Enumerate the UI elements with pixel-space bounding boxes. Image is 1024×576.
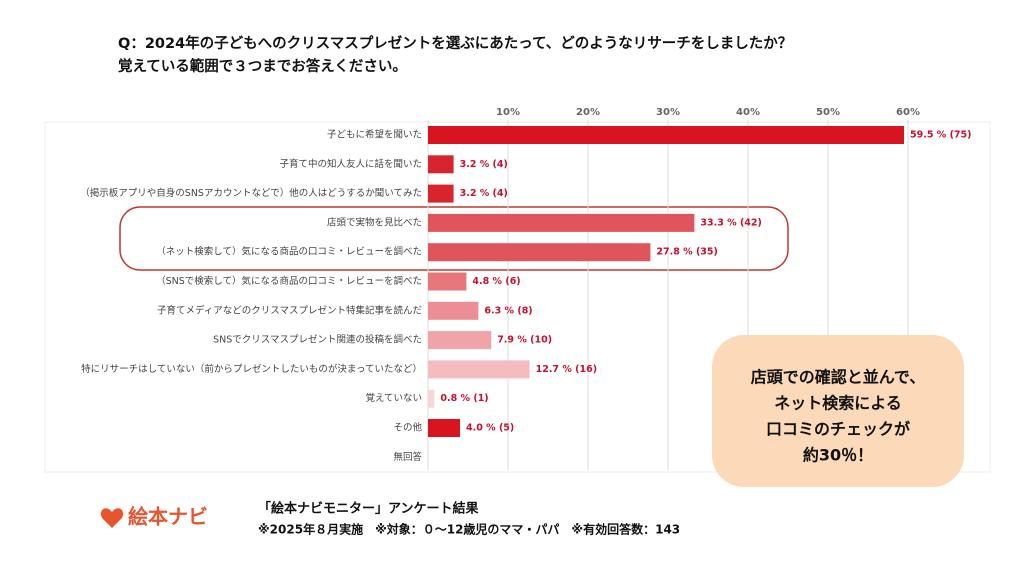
footer-line: ※2025年８月実施 ※対象：０～12歳児のママ・パパ ※有効回答数：143 xyxy=(258,522,680,537)
value-label: 4.0 % (5) xyxy=(466,423,514,434)
category-label: （掲示板アプリや自身のSNSアカウントなどで）他の人はどうするか聞いてみた xyxy=(80,187,422,199)
bar xyxy=(428,419,460,437)
bar xyxy=(428,272,467,291)
x-tick-label: 50% xyxy=(816,107,840,118)
bar xyxy=(428,301,479,320)
x-tick-label: 10% xyxy=(496,107,520,118)
callout-line: ネット検索による xyxy=(774,394,902,413)
value-label: 33.3 % (42) xyxy=(700,217,761,228)
category-label: 子どもに希望を聞いた xyxy=(327,129,422,141)
category-label: 特にリサーチはしていない（前からプレゼントしたいものが決まっていたなど） xyxy=(81,363,422,375)
x-tick-label: 20% xyxy=(576,107,600,118)
callout-line: 店頭での確認と並んで、 xyxy=(751,368,926,387)
value-label: 4.8 % (6) xyxy=(472,276,520,287)
bar xyxy=(428,126,904,144)
highlight-outline xyxy=(119,206,789,271)
title-line: 覚えている範囲で３つまでお答えください。 xyxy=(118,57,407,75)
bar xyxy=(428,243,651,262)
category-label: 子育てメディアなどのクリスマスプレゼント特集記事を読んだ xyxy=(157,304,423,316)
value-label: 6.3 % (8) xyxy=(484,305,532,316)
title-line: Q：2024年の子どもへのクリスマスプレゼントを選ぶにあたって、どのようなリサー… xyxy=(118,34,792,52)
value-label: 0.8 % (1) xyxy=(440,393,488,404)
plot-frame xyxy=(44,121,991,473)
footer-line: 「絵本ナビモニター」アンケート結果 xyxy=(258,501,478,517)
category-label: 覚えていない xyxy=(365,392,422,404)
logo-icon xyxy=(100,508,124,528)
callout-line: 口コミのチェックが xyxy=(766,420,910,439)
value-label: 7.9 % (10) xyxy=(497,335,552,346)
x-tick-label: 30% xyxy=(656,107,680,118)
category-label: 子育て中の知人友人に話を聞いた xyxy=(279,158,422,170)
bar xyxy=(428,213,695,232)
bar xyxy=(428,360,530,379)
value-label: 3.2 % (4) xyxy=(460,188,508,199)
category-label: その他 xyxy=(393,422,422,434)
category-label: 無回答 xyxy=(393,451,422,463)
bar xyxy=(428,184,454,203)
x-tick-label: 60% xyxy=(896,107,920,118)
logo-text: 絵本ナビ xyxy=(128,505,208,529)
value-label: 12.7 % (16) xyxy=(536,364,597,375)
bar xyxy=(428,331,492,350)
category-label: （ネット検索して）気になる商品の口コミ・レビューを調べた xyxy=(156,246,422,258)
value-label: 59.5 % (75) xyxy=(910,130,971,141)
bar xyxy=(428,389,435,408)
x-tick-label: 40% xyxy=(736,107,760,118)
value-label: 27.8 % (35) xyxy=(656,247,717,258)
category-label: 店頭で実物を見比べた xyxy=(327,216,422,228)
bar xyxy=(428,155,454,174)
category-label: SNSでクリスマスプレゼント関連の投稿を調べた xyxy=(213,334,422,346)
callout-line: 約30％！ xyxy=(803,446,873,465)
value-label: 3.2 % (4) xyxy=(460,159,508,170)
category-label: （SNSで検索して）気になる商品の口コミ・レビューを調べた xyxy=(156,275,422,287)
callout-box xyxy=(712,335,964,487)
